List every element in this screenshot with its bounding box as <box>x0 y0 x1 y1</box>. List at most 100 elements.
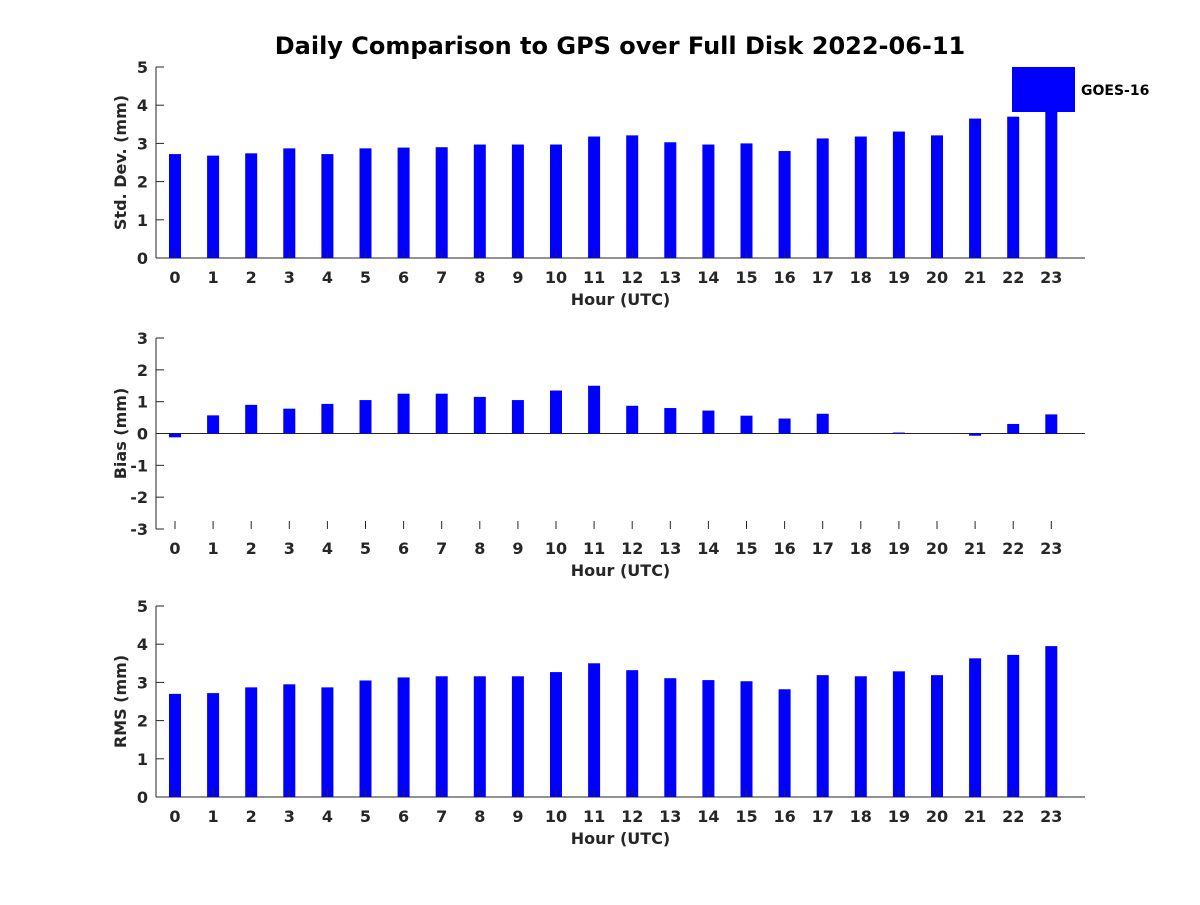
x-tick-label: 10 <box>545 807 567 826</box>
bar-hour-11 <box>588 663 601 797</box>
bar-hour-17 <box>816 675 829 797</box>
bar-hour-11 <box>588 385 601 434</box>
x-tick-label: 19 <box>888 807 910 826</box>
bar-hour-14 <box>702 410 715 434</box>
bar-hour-9 <box>511 400 524 434</box>
x-tick-label: 8 <box>474 807 485 826</box>
x-tick-label: 19 <box>888 268 910 287</box>
bar-hour-4 <box>321 687 334 797</box>
y-tick-label: 2 <box>137 173 148 192</box>
y-axis-label: RMS (mm) <box>111 655 130 748</box>
bar-hour-1 <box>207 693 220 797</box>
y-axis-label: Bias (mm) <box>111 388 130 480</box>
x-tick-label: 11 <box>583 268 605 287</box>
legend: GOES-16 <box>1012 67 1149 112</box>
bar-hour-18 <box>854 136 867 258</box>
y-tick-label: 2 <box>137 361 148 380</box>
bar-hour-21 <box>969 433 982 436</box>
bar-hour-2 <box>245 153 258 258</box>
x-tick-label: 2 <box>246 268 257 287</box>
x-tick-label: 18 <box>850 539 872 558</box>
bar-hour-6 <box>397 147 410 258</box>
y-tick-label: 3 <box>137 329 148 348</box>
bar-hour-5 <box>359 400 372 434</box>
y-tick-label: -1 <box>130 456 148 475</box>
x-tick-label: 17 <box>812 807 834 826</box>
bar-hour-11 <box>588 136 601 258</box>
x-tick-label: 16 <box>773 539 795 558</box>
x-tick-label: 1 <box>208 268 219 287</box>
y-tick-label: 0 <box>137 788 148 807</box>
x-tick-label: 11 <box>583 807 605 826</box>
x-tick-label: 23 <box>1040 539 1062 558</box>
x-tick-label: 20 <box>926 539 948 558</box>
bar-hour-23 <box>1045 107 1058 258</box>
x-tick-label: 3 <box>284 268 295 287</box>
bar-hour-20 <box>931 675 943 797</box>
x-tick-label: 21 <box>964 539 986 558</box>
x-tick-label: 8 <box>474 268 485 287</box>
y-tick-label: 3 <box>137 134 148 153</box>
bar-hour-16 <box>778 418 791 434</box>
bar-hour-1 <box>207 415 220 434</box>
bar-hour-7 <box>435 147 448 258</box>
x-tick-label: 16 <box>773 807 795 826</box>
bar-hour-22 <box>1007 654 1020 797</box>
bar-hour-21 <box>969 118 982 258</box>
bar-hour-6 <box>397 393 410 434</box>
x-tick-label: 14 <box>697 807 719 826</box>
y-tick-label: 2 <box>137 712 148 731</box>
x-tick-label: 23 <box>1040 268 1062 287</box>
y-tick-label: 1 <box>137 211 148 230</box>
bar-hour-8 <box>473 144 486 258</box>
x-tick-label: 0 <box>169 539 180 558</box>
x-tick-label: 4 <box>322 539 333 558</box>
y-tick-label: 4 <box>137 96 148 115</box>
x-tick-label: 12 <box>621 539 643 558</box>
x-tick-label: 15 <box>735 268 757 287</box>
bar-hour-10 <box>550 390 562 434</box>
x-tick-label: 22 <box>1002 268 1024 287</box>
x-tick-label: 14 <box>697 539 719 558</box>
x-tick-label: 23 <box>1040 807 1062 826</box>
bar-hour-0 <box>169 154 181 258</box>
bar-hour-4 <box>321 403 334 434</box>
x-tick-label: 3 <box>284 807 295 826</box>
y-axis-label: Std. Dev. (mm) <box>111 95 130 230</box>
bar-hour-22 <box>1007 116 1020 258</box>
bar-hour-19 <box>892 131 905 258</box>
bar-hour-22 <box>1007 423 1020 434</box>
x-tick-label: 3 <box>284 539 295 558</box>
y-tick-label: 0 <box>137 425 148 444</box>
x-tick-label: 22 <box>1002 539 1024 558</box>
x-tick-label: 0 <box>169 807 180 826</box>
legend-label: GOES-16 <box>1081 83 1149 99</box>
bar-hour-10 <box>550 672 562 797</box>
bar-hour-3 <box>283 408 296 434</box>
x-tick-label: 20 <box>926 807 948 826</box>
bar-hour-15 <box>740 681 753 797</box>
x-tick-label: 15 <box>735 807 757 826</box>
x-tick-label: 4 <box>322 807 333 826</box>
chart-title: Daily Comparison to GPS over Full Disk 2… <box>275 32 966 60</box>
x-tick-label: 22 <box>1002 807 1024 826</box>
bar-hour-23 <box>1045 646 1058 797</box>
x-tick-label: 9 <box>512 539 523 558</box>
x-tick-label: 2 <box>246 807 257 826</box>
y-tick-label: 4 <box>137 635 148 654</box>
y-tick-label: 1 <box>137 750 148 769</box>
bar-hour-0 <box>169 433 181 438</box>
y-tick-label: 5 <box>137 597 148 616</box>
bar-hour-17 <box>816 413 829 434</box>
x-tick-label: 8 <box>474 539 485 558</box>
bar-hour-2 <box>245 687 258 797</box>
bar-hour-12 <box>626 405 639 434</box>
y-tick-label: -3 <box>130 520 148 539</box>
x-tick-label: 10 <box>545 539 567 558</box>
x-tick-label: 21 <box>964 807 986 826</box>
x-tick-label: 6 <box>398 807 409 826</box>
x-tick-label: 12 <box>621 807 643 826</box>
